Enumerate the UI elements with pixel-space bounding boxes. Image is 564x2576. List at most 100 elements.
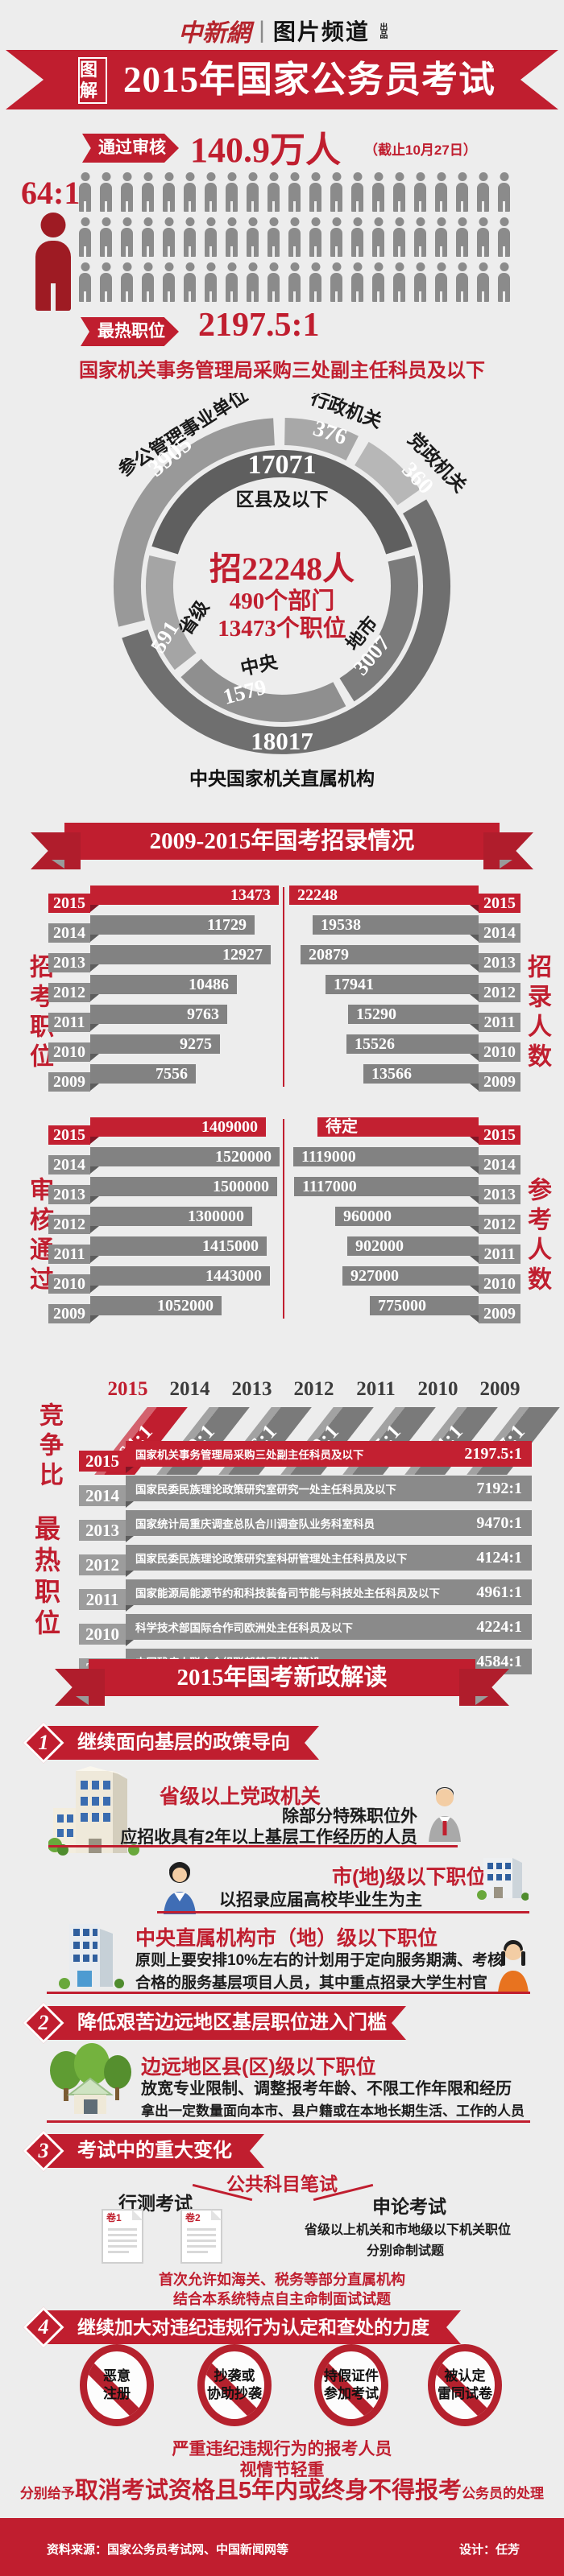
person-icon <box>498 262 510 302</box>
businessman-icon <box>429 1787 461 1842</box>
ratio-year: 2015 <box>107 1378 148 1400</box>
person-icon <box>477 217 489 257</box>
bar: 9275 <box>90 1034 220 1061</box>
bar-row: 2015 13473 <box>48 886 284 913</box>
village-girl-icon <box>498 1940 529 1993</box>
bar: 22248 <box>289 886 479 912</box>
bar-row: 2015 待定 <box>285 1117 520 1145</box>
title-tag: 图解 <box>78 57 107 104</box>
person-icon <box>372 217 384 257</box>
exam-right-label: 申论考试 <box>372 2196 446 2217</box>
bar-value: 960000 <box>343 1208 392 1225</box>
person-icon <box>456 172 468 212</box>
table-position: 国家民委民族理论政策研究室研究一处主任科员及以下 <box>135 1484 396 1496</box>
s2-line1: 放宽专业限制、调整报考年龄、不限工作年限和经历 <box>141 2080 512 2098</box>
building-icon <box>48 1766 139 1856</box>
bar-value: 7556 <box>156 1065 188 1083</box>
bar-year: 2014 <box>48 1155 90 1174</box>
ban-label: 持假证件 <box>324 2368 379 2384</box>
site-logo: 中新網 | 图片频道 出品 <box>0 13 564 48</box>
s1c-heading: 中央直属机构市（地）级以下职位 <box>135 1927 438 1950</box>
person-icon <box>226 172 238 212</box>
person-icon <box>351 217 363 257</box>
table-ratio: 4124:1 <box>476 1548 522 1567</box>
person-icon <box>330 262 342 302</box>
s1c-line2: 合格的服务基层项目人员，其中重点招录大学生村官 <box>135 1975 488 1992</box>
bar-value: 12927 <box>222 946 263 964</box>
bar-year: 2013 <box>48 1185 90 1204</box>
ratio-year: 2010 <box>417 1378 458 1400</box>
s1b-heading: 市(地)级以下职位 <box>332 1866 487 1889</box>
bar-row: 2013 1117000 <box>285 1177 520 1204</box>
donut-center-line3: 13473个职位 <box>218 614 346 642</box>
donut-slice-zhishu <box>122 499 450 754</box>
donut-bottom-label: 中央国家机关直属机构 <box>189 768 375 789</box>
s1b-line1: 以招录应届高校毕业生为主 <box>219 1891 422 1909</box>
person-icon <box>477 262 489 302</box>
bar-year: 2015 <box>479 1125 520 1145</box>
donut-label-quxian: 区县及以下 <box>236 489 329 510</box>
person-icon <box>288 217 301 257</box>
bar-row: 2009 775000 <box>285 1296 520 1323</box>
prohibited-icon: 被认定 雷同试卷 <box>428 2344 502 2426</box>
person-icon <box>330 217 342 257</box>
footer-bar: 资料来源：国家公务员考试网、中国新闻网等 设计：任芳 <box>0 2518 564 2576</box>
donut-slice-zhongyang <box>180 658 346 722</box>
person-icon <box>163 172 175 212</box>
exam-paper-icon: 卷1 <box>102 2209 143 2264</box>
bar-year: 2013 <box>479 953 520 972</box>
person-icon <box>435 172 447 212</box>
bar-row: 2011 9763 <box>48 1005 284 1032</box>
s1a-line2: 应招收具有2年以上基层工作经历的人员 <box>120 1828 417 1847</box>
person-icon <box>267 262 280 302</box>
bar-value: 1500000 <box>213 1178 269 1195</box>
ratio-year: 2012 <box>293 1378 334 1400</box>
bar: 960000 <box>335 1207 479 1233</box>
bar-year: 2009 <box>479 1072 520 1092</box>
section-number: 1 <box>38 1731 49 1754</box>
bar-year: 2015 <box>479 894 520 913</box>
table-bar: 国家统计局重庆调查总队合川调查队业务科室科员 9470:1 <box>126 1510 532 1542</box>
footer-source: 资料来源：国家公务员考试网、中国新闻网等 <box>47 2543 289 2557</box>
bar-year: 2009 <box>48 1072 90 1092</box>
bar-year: 2011 <box>48 1245 90 1264</box>
bar-value: 1409000 <box>201 1118 258 1136</box>
person-icon <box>163 217 175 257</box>
policy-ribbon-title: 2015年国考新政解读 <box>176 1665 388 1690</box>
s3-right-line1: 省级以上机关和市地级以下机关职位 <box>305 2223 512 2237</box>
side-label-recruits: 招录人数 <box>524 954 550 1073</box>
chart-divider <box>283 1119 284 1319</box>
person-icon <box>184 217 196 257</box>
pass-review-value: 140.9万人 <box>190 130 341 170</box>
bar-row: 2012 10486 <box>48 975 284 1002</box>
bar-value: 22248 <box>297 886 338 904</box>
divider-line <box>48 1845 458 1847</box>
person-icon <box>498 217 510 257</box>
prohibited-icon: 恶意 注册 <box>80 2344 154 2426</box>
bar-value: 9763 <box>187 1005 219 1023</box>
person-icon <box>414 172 426 212</box>
table-ratio: 9470:1 <box>476 1513 522 1532</box>
bar-year: 2014 <box>479 1155 520 1174</box>
s4-penalty-line: 分别给予 取消考试资格且5年内或终身不得报考 公务员的处理 <box>0 2471 564 2505</box>
bar-value: 775000 <box>378 1297 426 1315</box>
person-icon <box>247 262 259 302</box>
ratio-year: 2014 <box>169 1378 210 1400</box>
person-icon <box>372 172 384 212</box>
bar-value: 11729 <box>207 916 247 934</box>
logo-divider: | <box>259 17 265 43</box>
side-label-examinees: 参考人数 <box>524 1177 550 1296</box>
bar-year: 2010 <box>479 1042 520 1062</box>
bar: 1409000 <box>90 1117 266 1144</box>
bar-row: 2010 15526 <box>285 1034 520 1062</box>
table-row: 2012 国家民委民族理论政策研究室科研管理处主任科员及以下 4124:1 <box>79 1545 532 1579</box>
donut-slice-quxian <box>151 449 413 555</box>
table-row: 2013 国家统计局重庆调查总队合川调查队业务科室科员 9470:1 <box>79 1510 532 1544</box>
donut-value-quxian: 17071 <box>248 450 317 480</box>
person-icon <box>163 262 175 302</box>
person-icon <box>226 217 238 257</box>
person-icon <box>309 172 321 212</box>
bar-year: 2012 <box>479 1215 520 1234</box>
ban-label: 被认定 <box>444 2368 486 2384</box>
